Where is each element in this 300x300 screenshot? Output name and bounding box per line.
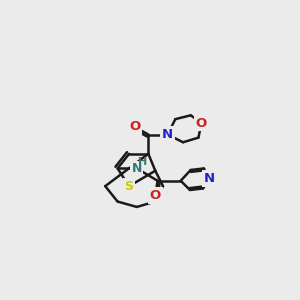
Text: N: N: [162, 128, 173, 141]
Text: H: H: [138, 157, 147, 167]
Text: N: N: [132, 162, 142, 175]
Text: O: O: [129, 120, 140, 134]
Text: O: O: [196, 116, 207, 130]
Text: O: O: [150, 189, 161, 202]
Text: N: N: [204, 172, 215, 185]
Text: S: S: [124, 180, 134, 193]
